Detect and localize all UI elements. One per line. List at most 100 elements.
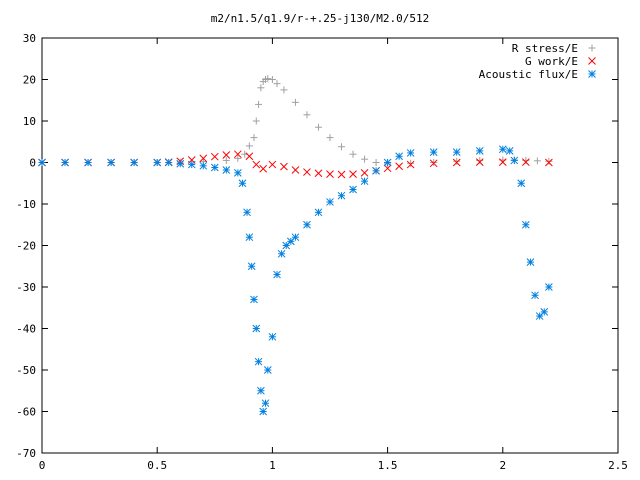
data-point <box>314 169 323 178</box>
data-point <box>61 158 69 167</box>
data-point <box>372 166 380 175</box>
data-point <box>314 123 322 131</box>
data-point <box>510 156 519 165</box>
data-point <box>254 357 263 366</box>
data-point <box>407 159 415 167</box>
data-point <box>259 407 268 416</box>
y-tick-label: -40 <box>16 323 36 336</box>
chart-title: m2/n1.5/q1.9/r-+.25-j130/M2.0/512 <box>211 12 430 25</box>
data-point <box>406 149 415 157</box>
data-point <box>406 160 415 169</box>
data-point <box>176 159 185 168</box>
data-point <box>252 160 261 169</box>
data-point <box>452 158 461 167</box>
y-tick-label: -10 <box>16 198 36 211</box>
data-point <box>303 111 311 119</box>
data-point <box>291 98 299 106</box>
data-point <box>326 170 334 178</box>
data-point <box>337 191 346 200</box>
data-point <box>257 84 265 92</box>
data-point <box>517 179 526 188</box>
y-tick-label: 30 <box>23 32 36 45</box>
data-point <box>222 156 230 164</box>
legend-label: Acoustic flux/E <box>479 68 578 81</box>
legend-marker <box>588 57 596 65</box>
data-point <box>291 233 300 242</box>
data-point <box>526 258 535 266</box>
data-point <box>257 386 265 395</box>
data-point <box>383 158 392 167</box>
data-point <box>452 148 461 156</box>
y-tick-label: -20 <box>16 240 36 253</box>
data-point <box>545 157 553 165</box>
legend-label: R stress/E <box>512 42 578 55</box>
y-tick-label: -30 <box>16 281 36 294</box>
y-tick-label: -50 <box>16 364 36 377</box>
data-point <box>498 158 507 166</box>
plot-frame <box>41 37 619 454</box>
data-point <box>273 80 281 88</box>
data-point <box>475 158 484 166</box>
data-point <box>533 157 541 165</box>
data-point <box>84 158 92 167</box>
data-point <box>255 100 263 108</box>
data-point <box>245 233 254 242</box>
data-point <box>238 179 247 188</box>
data-point <box>545 158 553 167</box>
data-point <box>222 151 231 159</box>
data-point <box>252 324 261 333</box>
data-point <box>250 295 258 304</box>
data-point <box>268 160 277 169</box>
data-point <box>475 147 484 155</box>
data-point <box>164 158 173 167</box>
data-point <box>372 159 380 166</box>
data-point <box>361 155 369 163</box>
data-point <box>476 156 484 164</box>
data-point <box>277 249 286 258</box>
legend-marker <box>588 70 596 78</box>
legend-marker <box>588 44 596 52</box>
data-point <box>243 208 251 217</box>
data-point <box>222 166 231 174</box>
data-point <box>521 220 530 229</box>
data-point <box>505 147 514 155</box>
x-tick-label: 1.5 <box>378 459 398 472</box>
data-point <box>349 170 357 178</box>
data-point <box>250 134 258 142</box>
data-point <box>210 163 219 172</box>
data-point <box>303 168 311 176</box>
data-point <box>259 164 268 173</box>
data-point <box>349 150 357 158</box>
y-tick-label: -60 <box>16 406 36 419</box>
data-point <box>245 142 253 150</box>
data-point <box>234 154 242 162</box>
x-tick-label: 1 <box>269 459 276 472</box>
data-point <box>360 169 369 177</box>
data-point <box>429 159 438 168</box>
data-point <box>268 76 276 83</box>
data-point <box>429 148 438 156</box>
data-point <box>326 134 334 142</box>
x-tick-label: 0.5 <box>147 459 167 472</box>
series-1 <box>38 75 553 168</box>
data-point <box>395 162 403 171</box>
data-point <box>540 308 549 316</box>
data-point <box>268 332 277 341</box>
data-point <box>349 185 357 194</box>
data-point <box>395 152 403 161</box>
y-tick-label: 0 <box>29 157 36 170</box>
data-point <box>521 158 530 166</box>
data-point <box>199 154 208 163</box>
data-point <box>261 399 270 408</box>
data-point <box>130 158 139 167</box>
data-point <box>383 164 392 173</box>
data-point <box>252 117 260 125</box>
series-3 <box>38 145 553 416</box>
data-point <box>153 158 162 167</box>
data-point <box>531 291 539 300</box>
y-tick-label: -70 <box>16 447 36 460</box>
y-tick-label: 10 <box>23 115 36 128</box>
data-point <box>338 143 346 151</box>
